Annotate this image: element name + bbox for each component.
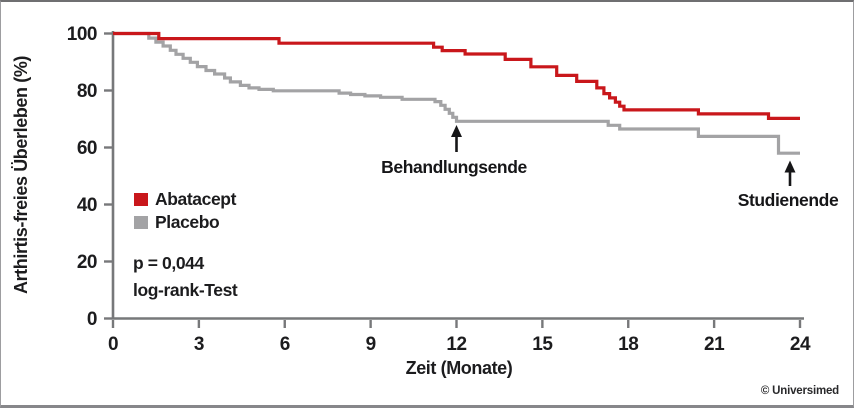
x-tick-label: 12: [446, 334, 466, 355]
study-end-annotation: Studienende: [738, 160, 839, 210]
y-tick-label: 0: [87, 309, 97, 330]
y-tick-label: 20: [77, 252, 97, 273]
axis-ticks-layer: 0 20 40 60 80 100 0 3 6 9 12 15 18 21 24: [67, 24, 812, 355]
placebo-swatch-icon: [134, 216, 148, 229]
y-tick-label: 60: [77, 138, 97, 159]
x-tick-label: 6: [280, 334, 290, 355]
placebo-curve: [113, 31, 800, 155]
copyright-text: © Universimed: [760, 385, 839, 397]
treatment-end-arrowhead-icon: [451, 125, 462, 137]
x-tick-label: 24: [790, 334, 811, 355]
y-tick-label: 100: [67, 24, 97, 45]
legend-label-abatacept: Abatacept: [155, 189, 237, 209]
y-tick-label: 80: [77, 81, 97, 102]
study-end-label: Studienende: [738, 190, 839, 210]
x-tick-label: 18: [618, 334, 638, 355]
legend-item-placebo: Placebo: [134, 211, 236, 234]
curves-layer: [113, 31, 800, 155]
test-name-text: log-rank-Test: [133, 280, 238, 300]
x-tick-label: 3: [194, 334, 204, 355]
y-axis-title: Arthirtis-freies Überleben (%): [11, 56, 31, 294]
y-tick-label: 40: [77, 195, 97, 216]
x-tick-label: 15: [532, 334, 553, 355]
x-tick-label: 0: [108, 334, 118, 355]
study-end-arrowhead-icon: [784, 160, 796, 173]
treatment-end-label: Behandlungsende: [381, 157, 527, 177]
legend-item-abatacept: Abatacept: [134, 188, 236, 211]
legend-label-placebo: Placebo: [155, 212, 220, 232]
axes-lines: [111, 31, 804, 320]
legend: Abatacept Placebo: [134, 188, 236, 234]
x-tick-label: 21: [704, 334, 725, 355]
p-value-text: p = 0,044: [133, 253, 204, 273]
x-tick-label: 9: [366, 334, 376, 355]
abatacept-curve: [113, 31, 800, 120]
statistics-block: p = 0,044 log-rank-Test: [133, 250, 238, 304]
x-axis-title: Zeit (Monate): [406, 358, 513, 378]
abatacept-swatch-icon: [134, 193, 148, 206]
treatment-end-annotation: Behandlungsende: [381, 125, 528, 177]
